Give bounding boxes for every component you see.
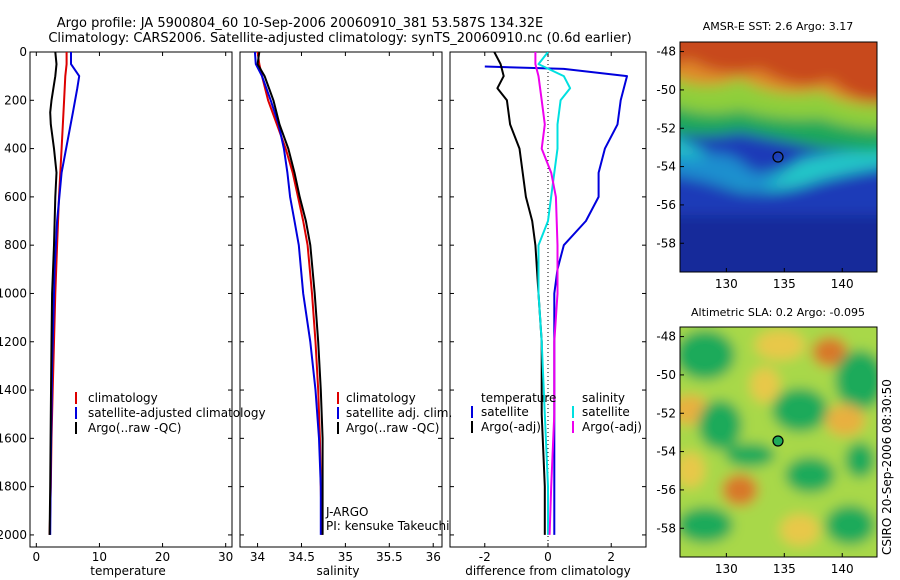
series-line-temperature-satellite bbox=[484, 65, 628, 535]
temperature-panel: 0 200 400 600 800 1000 1200 1400 1600 1800 2000 0 10… bbox=[0, 45, 233, 564]
x-tick-label: 0 bbox=[32, 550, 40, 564]
legend-entry-argo: Argo(..raw -QC) bbox=[88, 421, 181, 435]
x-tick-label: 35.5 bbox=[376, 550, 403, 564]
series-line-salinity-satellite bbox=[537, 52, 572, 535]
legend-entry-climatology: climatology bbox=[346, 391, 416, 405]
annotation-pi: PI: kensuke Takeuchi bbox=[326, 519, 449, 533]
salinity-xlabel: salinity bbox=[316, 564, 359, 578]
map-y-tick-label: -48 bbox=[656, 330, 676, 344]
y-tick-label: 1000 bbox=[0, 286, 27, 300]
series-line-argo-raw-qc- bbox=[256, 52, 324, 535]
map-y-tick-label: -58 bbox=[656, 236, 676, 250]
x-tick-label: 2 bbox=[607, 550, 615, 564]
map-y-tick-label: -56 bbox=[656, 198, 676, 212]
series-group bbox=[484, 52, 628, 535]
series-group bbox=[253, 52, 324, 535]
temperature-legend: climatology satellite-adjusted climatolo… bbox=[75, 391, 266, 435]
map-x-tick-label: 130 bbox=[715, 277, 738, 291]
y-tick-label: 2000 bbox=[0, 528, 27, 542]
map-y-tick-label: -52 bbox=[656, 406, 676, 420]
legend-entry-satellite: satellite-adjusted climatology bbox=[88, 406, 266, 420]
sla-map-axes: 130 135 140 -48 -50 -52 -54 -56 -58 bbox=[656, 330, 853, 576]
legend-entry-argo: Argo(..raw -QC) bbox=[346, 421, 439, 435]
x-tick-label: -2 bbox=[479, 550, 491, 564]
legend-entry-temp-satellite: satellite bbox=[481, 405, 529, 419]
series-line-argo-raw-qc- bbox=[48, 52, 58, 535]
salinity-panel: 34 34.5 35 35.5 36 bbox=[240, 51, 442, 564]
map-x-tick-label: 130 bbox=[715, 562, 738, 576]
map-x-tick-label: 135 bbox=[773, 277, 796, 291]
sla-argo-marker bbox=[772, 435, 784, 447]
annotation-j-argo: J-ARGO bbox=[325, 505, 368, 519]
legend-entry-satellite: satellite adj. clim. bbox=[346, 406, 452, 420]
sst-map-title: AMSR-E SST: 2.6 Argo: 3.17 bbox=[703, 20, 854, 33]
figure-title-line1: Argo profile: JA 5900804_60 10-Sep-2006 … bbox=[57, 16, 543, 31]
sst-map-axes: 130 135 140 -48 -50 -52 -54 -56 -58 bbox=[656, 45, 853, 291]
sst-argo-marker bbox=[772, 151, 784, 163]
map-y-tick-label: -56 bbox=[656, 483, 676, 497]
map-x-tick-label: 140 bbox=[831, 562, 854, 576]
temperature-axes bbox=[29, 51, 233, 548]
legend-heading-temperature: temperature bbox=[481, 391, 556, 405]
side-credit-label: CSIRO 20-Sep-2006 08:30:50 bbox=[880, 379, 894, 555]
x-tick-label: 35 bbox=[338, 550, 353, 564]
x-tick-label: 20 bbox=[155, 550, 170, 564]
series-line-satellite-adj-clim- bbox=[253, 52, 322, 535]
y-tick-label: 200 bbox=[4, 93, 27, 107]
y-tick-label: 800 bbox=[4, 238, 27, 252]
y-tick-label: 1800 bbox=[0, 480, 27, 494]
series-line-temperature-argo-adj- bbox=[493, 52, 546, 535]
legend-entry-sal-argo: Argo(-adj) bbox=[582, 420, 642, 434]
x-tick-label: 0 bbox=[544, 550, 552, 564]
difference-panel: -2 0 2 bbox=[450, 51, 646, 564]
legend-entry-sal-satellite: satellite bbox=[582, 405, 630, 419]
map-y-tick-label: -48 bbox=[656, 45, 676, 59]
series-line-satellite-adjusted-climatology bbox=[49, 52, 81, 535]
map-y-tick-label: -52 bbox=[656, 121, 676, 135]
sla-map-title: Altimetric SLA: 0.2 Argo: -0.095 bbox=[691, 306, 865, 319]
y-tick-label: 1400 bbox=[0, 383, 27, 397]
salinity-legend: climatology satellite adj. clim. Argo(..… bbox=[325, 391, 452, 533]
y-tick-label: 1600 bbox=[0, 431, 27, 445]
figure-title-line2: Climatology: CARS2006. Satellite-adjuste… bbox=[48, 31, 631, 46]
x-tick-label: 30 bbox=[218, 550, 233, 564]
difference-xlabel: difference from climatology bbox=[465, 564, 631, 578]
series-group bbox=[48, 52, 81, 535]
x-tick-label: 34 bbox=[250, 550, 265, 564]
x-tick-label: 36 bbox=[426, 550, 441, 564]
y-tick-label: 1200 bbox=[0, 335, 27, 349]
sst-map-frame bbox=[679, 41, 878, 273]
x-tick-label: 10 bbox=[92, 550, 107, 564]
temperature-xlabel: temperature bbox=[90, 564, 165, 578]
map-y-tick-label: -54 bbox=[656, 160, 676, 174]
map-y-tick-label: -54 bbox=[656, 445, 676, 459]
map-x-tick-label: 135 bbox=[773, 562, 796, 576]
legend-entry-climatology: climatology bbox=[88, 391, 158, 405]
legend-entry-temp-argo: Argo(-adj) bbox=[481, 420, 541, 434]
legend-heading-salinity: salinity bbox=[582, 391, 625, 405]
y-tick-label: 600 bbox=[4, 190, 27, 204]
salinity-axes bbox=[239, 51, 443, 548]
difference-legend: temperature satellite Argo(-adj) salinit… bbox=[471, 391, 642, 434]
map-y-tick-label: -58 bbox=[656, 521, 676, 535]
series-line-climatology bbox=[256, 52, 323, 535]
map-y-tick-label: -50 bbox=[656, 83, 676, 97]
map-x-tick-label: 140 bbox=[831, 277, 854, 291]
y-tick-label: 0 bbox=[19, 45, 27, 59]
map-y-tick-label: -50 bbox=[656, 368, 676, 382]
sst-heatmap bbox=[680, 42, 877, 272]
x-tick-label: 34.5 bbox=[288, 550, 315, 564]
sla-map-frame bbox=[679, 326, 878, 558]
y-tick-label: 400 bbox=[4, 142, 27, 156]
series-line-salinity-argo-adj- bbox=[534, 52, 559, 535]
